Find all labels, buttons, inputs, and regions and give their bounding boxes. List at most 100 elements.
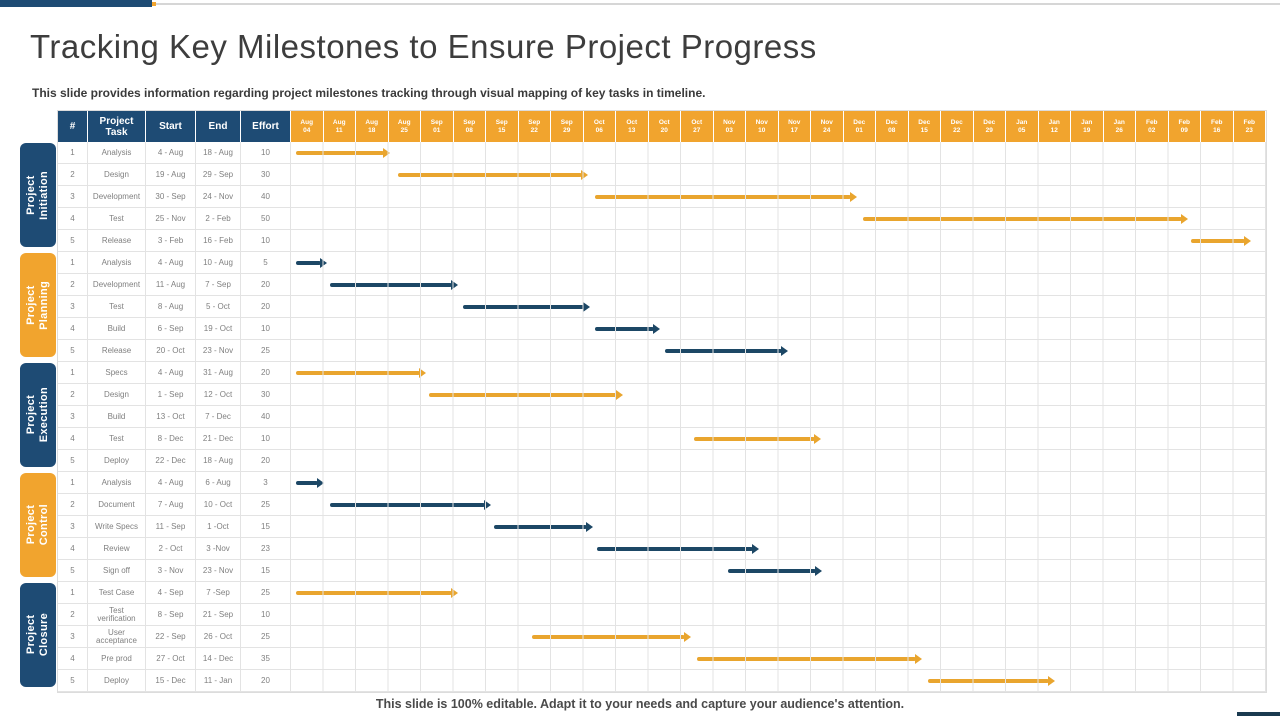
table-row: 1 Analysis 4 - Aug 10 - Aug 5 xyxy=(58,252,1266,274)
cell-num: 3 xyxy=(58,516,88,538)
gantt-bar xyxy=(531,635,685,639)
gantt-bar-arrowhead xyxy=(849,192,857,202)
week-header-cell: Aug 18 xyxy=(356,111,389,142)
cell-task: Build xyxy=(88,406,146,428)
table-row: 4 Review 2 - Oct 3 -Nov 23 xyxy=(58,538,1266,560)
section-label-text: Project Planning xyxy=(25,280,50,330)
week-header-cell: Feb 02 xyxy=(1136,111,1169,142)
table-row: 4 Test 25 - Nov 2 - Feb 50 xyxy=(58,208,1266,230)
cell-task: Development xyxy=(88,274,146,296)
cell-end: 11 - Jan xyxy=(196,670,241,692)
gantt-bar-arrowhead xyxy=(586,522,594,532)
cell-end: 3 -Nov xyxy=(196,538,241,560)
cell-start: 1 - Sep xyxy=(146,384,196,406)
cell-effort: 40 xyxy=(241,186,291,208)
cell-effort: 10 xyxy=(241,230,291,252)
cell-num: 2 xyxy=(58,384,88,406)
slide-subtitle: This slide provides information regardin… xyxy=(32,86,706,100)
week-header-cell: Nov 10 xyxy=(746,111,779,142)
gantt-bar-arrowhead xyxy=(1047,676,1055,686)
cell-start: 11 - Aug xyxy=(146,274,196,296)
cell-end: 6 - Aug xyxy=(196,472,241,494)
cell-end: 24 - Nov xyxy=(196,186,241,208)
cell-end: 18 - Aug xyxy=(196,450,241,472)
cell-start: 22 - Sep xyxy=(146,626,196,648)
cell-start: 4 - Aug xyxy=(146,362,196,384)
bottom-right-accent xyxy=(1237,712,1280,716)
cell-task: Design xyxy=(88,384,146,406)
column-header--: # xyxy=(58,111,88,142)
table-row: 4 Test 8 - Dec 21 - Dec 10 xyxy=(58,428,1266,450)
cell-num: 1 xyxy=(58,142,88,164)
table-row: 5 Release 20 - Oct 23 - Nov 25 xyxy=(58,340,1266,362)
cell-end: 10 - Oct xyxy=(196,494,241,516)
week-header-cell: Feb 16 xyxy=(1201,111,1234,142)
gantt-bar-arrowhead xyxy=(815,566,823,576)
cell-end: 1 -Oct xyxy=(196,516,241,538)
gantt-bar-arrowhead xyxy=(451,280,459,290)
cell-task: Release xyxy=(88,340,146,362)
week-header-cell: Feb 23 xyxy=(1233,111,1266,142)
cell-start: 20 - Oct xyxy=(146,340,196,362)
gantt-bar xyxy=(1191,239,1246,243)
cell-start: 13 - Oct xyxy=(146,406,196,428)
cell-effort: 20 xyxy=(241,670,291,692)
gantt-bar-arrowhead xyxy=(316,478,324,488)
gantt-table: # Project Task Start End Effort Aug 04 Aug 11 Aug… xyxy=(57,110,1267,693)
gantt-bar-arrowhead xyxy=(1181,214,1188,224)
cell-task: Analysis xyxy=(88,142,146,164)
gantt-bar xyxy=(398,173,583,177)
page-title: Tracking Key Milestones to Ensure Projec… xyxy=(30,28,817,65)
gantt-bar xyxy=(330,283,453,287)
cell-num: 5 xyxy=(58,450,88,472)
cell-effort: 5 xyxy=(241,252,291,274)
cell-num: 3 xyxy=(58,296,88,318)
week-header-cell: Nov 24 xyxy=(811,111,844,142)
cell-effort: 25 xyxy=(241,626,291,648)
cell-task: Deploy xyxy=(88,450,146,472)
cell-end: 7 - Sep xyxy=(196,274,241,296)
week-header-cell: Jan 26 xyxy=(1103,111,1136,142)
gantt-bar xyxy=(295,591,453,595)
table-row: 1 Specs 4 - Aug 31 - Aug 20 xyxy=(58,362,1266,384)
cell-effort: 20 xyxy=(241,274,291,296)
cell-task: Test xyxy=(88,208,146,230)
top-divider-line xyxy=(156,3,1280,5)
gantt-bar xyxy=(295,151,385,155)
cell-start: 25 - Nov xyxy=(146,208,196,230)
section-label-text: Project Execution xyxy=(25,387,50,443)
week-header-cell: Oct 13 xyxy=(616,111,649,142)
table-row: 5 Sign off 3 - Nov 23 - Nov 15 xyxy=(58,560,1266,582)
table-row: 3 Test 8 - Aug 5 - Oct 20 xyxy=(58,296,1266,318)
cell-effort: 10 xyxy=(241,318,291,340)
column-header-project-task: Project Task xyxy=(88,111,146,142)
gantt-bar xyxy=(928,679,1049,683)
cell-effort: 40 xyxy=(241,406,291,428)
cell-effort: 20 xyxy=(241,450,291,472)
cell-num: 4 xyxy=(58,318,88,340)
cell-num: 5 xyxy=(58,560,88,582)
section-label-project-planning: Project Planning xyxy=(20,253,56,357)
cell-effort: 25 xyxy=(241,340,291,362)
table-row: 4 Pre prod 27 - Oct 14 - Dec 35 xyxy=(58,648,1266,670)
gantt-bar-arrowhead xyxy=(652,324,660,334)
section-label-text: Project Initiation xyxy=(25,170,50,220)
cell-num: 4 xyxy=(58,538,88,560)
cell-task: Development xyxy=(88,186,146,208)
cell-task: Analysis xyxy=(88,472,146,494)
cell-effort: 20 xyxy=(241,362,291,384)
cell-end: 14 - Dec xyxy=(196,648,241,670)
gantt-bar xyxy=(863,217,1182,221)
table-row: 1 Analysis 4 - Aug 6 - Aug 3 xyxy=(58,472,1266,494)
gantt-bar-arrowhead xyxy=(781,346,789,356)
gantt-bar-arrowhead xyxy=(752,544,759,554)
gantt-bar-arrowhead xyxy=(319,258,327,268)
week-header-cell: Dec 01 xyxy=(843,111,876,142)
table-row: 2 Test verification 8 - Sep 21 - Sep 10 xyxy=(58,604,1266,626)
cell-num: 2 xyxy=(58,164,88,186)
section-label-project-closure: Project Closure xyxy=(20,583,56,687)
cell-start: 19 - Aug xyxy=(146,164,196,186)
cell-effort: 20 xyxy=(241,296,291,318)
table-row: 2 Document 7 - Aug 10 - Oct 25 xyxy=(58,494,1266,516)
cell-end: 19 - Oct xyxy=(196,318,241,340)
